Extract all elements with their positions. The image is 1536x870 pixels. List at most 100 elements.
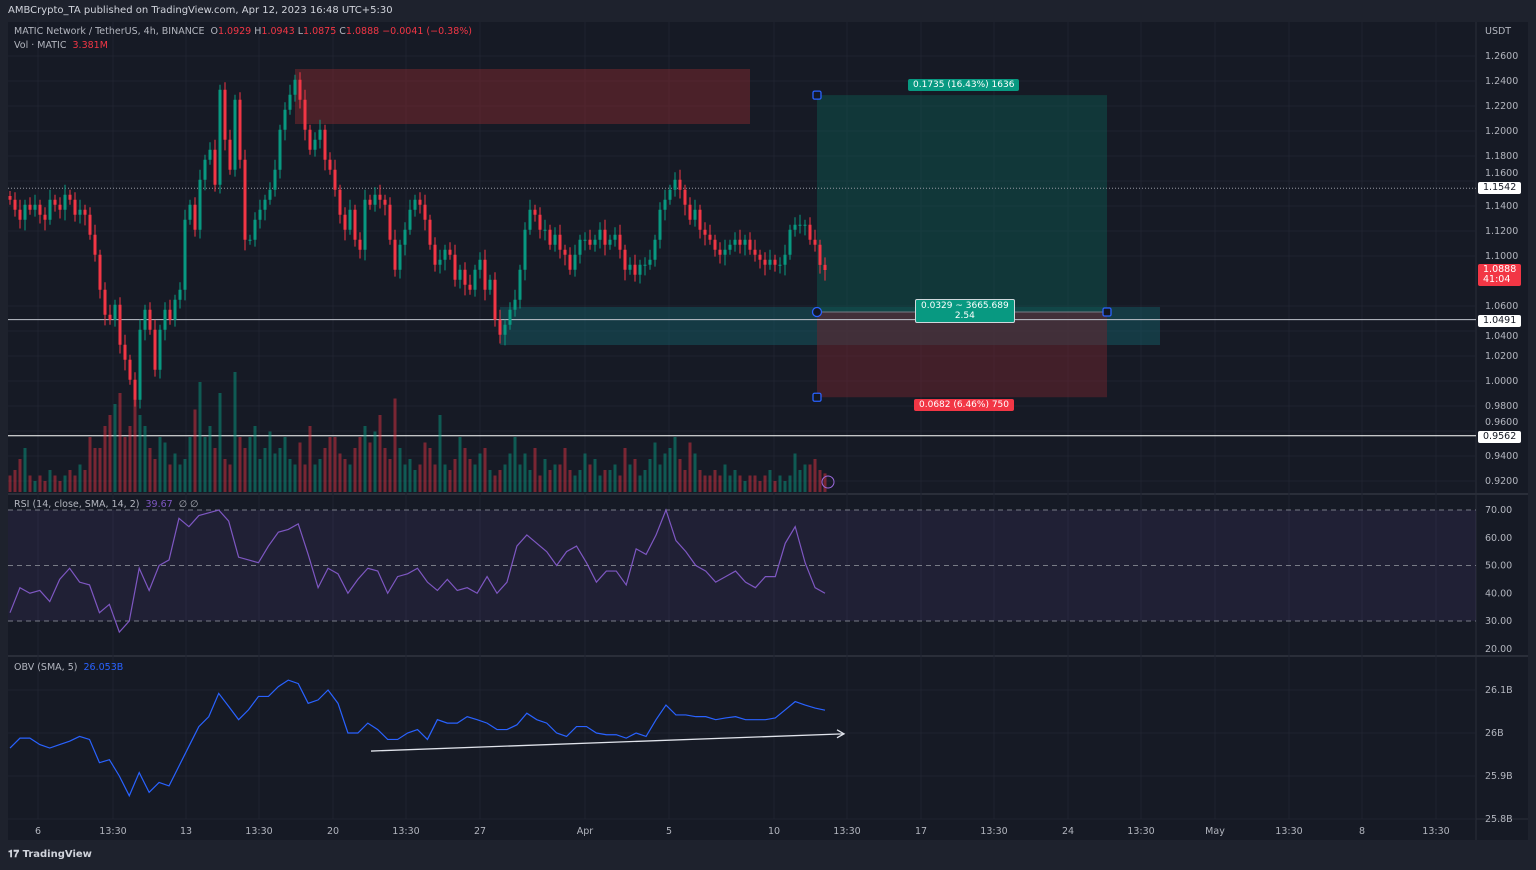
volume-bar <box>808 464 812 492</box>
candle <box>648 249 652 270</box>
candle <box>328 152 332 175</box>
candle <box>143 304 147 341</box>
volume-bar <box>568 470 572 492</box>
chart-canvas[interactable]: 1.2600 1.2400 1.2200 1.2000 1.1800 1.1600 1.14… <box>8 22 1528 840</box>
volume-bar <box>308 426 312 492</box>
candle-body <box>393 239 397 270</box>
candle-body <box>103 289 107 315</box>
candle-body <box>693 209 697 220</box>
candle <box>183 209 187 301</box>
price-tick-label: 1.0000 <box>1485 376 1518 387</box>
candle-body <box>378 194 382 200</box>
volume-bar <box>288 459 292 492</box>
volume-bar <box>343 459 347 492</box>
candle <box>593 234 597 252</box>
candle-body <box>43 214 47 220</box>
change-value: −0.0041 (−0.38%) <box>382 26 472 37</box>
time-tick-label: 20 <box>327 826 339 837</box>
volume-bar <box>778 475 782 492</box>
volume-bar <box>583 453 587 492</box>
candle-body <box>78 209 82 215</box>
position-handle[interactable] <box>1102 307 1112 317</box>
candle <box>28 197 32 215</box>
candle-body <box>603 229 607 245</box>
candle <box>778 257 782 274</box>
low-label: L <box>297 26 303 37</box>
candle <box>508 302 512 330</box>
chart-area[interactable]: 1.2600 1.2400 1.2200 1.2000 1.1800 1.1600 1.14… <box>8 22 1528 840</box>
price-tick-label: 0.9400 <box>1485 451 1518 462</box>
publish-info: AMBCrypto_TA published on TradingView.co… <box>8 5 393 16</box>
candle <box>13 192 17 217</box>
position-handle[interactable] <box>812 90 822 100</box>
candle-body <box>493 279 497 320</box>
candle <box>243 149 247 251</box>
risk-reward-label[interactable]: 0.0329 ~ 3665.689 2.54 <box>915 299 1015 323</box>
candle-body <box>583 239 587 241</box>
stop-label[interactable]: 0.0682 (6.46%) 750 <box>914 399 1015 411</box>
volume-bar <box>673 437 677 492</box>
symbol-name[interactable]: MATIC Network / TetherUS, 4h, BINANCE <box>14 26 205 37</box>
candle-body <box>638 264 642 275</box>
candle <box>208 142 212 165</box>
candle-body <box>338 189 342 215</box>
candle <box>68 189 72 205</box>
candle-body <box>23 204 27 220</box>
candle <box>238 92 242 169</box>
target-label[interactable]: 0.1735 (16.43%) 1636 <box>908 79 1020 91</box>
candle <box>688 197 692 225</box>
candle <box>478 252 482 279</box>
volume-bar <box>218 393 222 492</box>
candle <box>618 224 622 259</box>
position-handle[interactable] <box>811 306 823 318</box>
candle <box>588 229 592 250</box>
obv-label[interactable]: OBV (SMA, 5) <box>14 662 78 673</box>
time-tick-label: 13:30 <box>392 826 419 837</box>
volume-bar <box>638 475 642 492</box>
candle <box>513 289 517 317</box>
volume-bar <box>363 426 367 492</box>
price-tick-label: 1.2400 <box>1485 76 1518 87</box>
candle-body <box>58 204 62 210</box>
rsi-label[interactable]: RSI (14, close, SMA, 14, 2) <box>14 499 140 510</box>
time-tick-label: 10 <box>768 826 780 837</box>
candle <box>318 119 322 149</box>
price-tick-label: 1.2600 <box>1485 51 1518 62</box>
candle-body <box>183 219 187 290</box>
candle-body <box>8 196 12 200</box>
candle <box>523 222 527 281</box>
candle <box>808 217 812 245</box>
candle <box>303 89 307 141</box>
candle <box>528 199 532 235</box>
volume-bar <box>608 470 612 492</box>
candle-body <box>623 249 627 270</box>
candle <box>803 219 807 236</box>
candle-body <box>18 209 22 220</box>
candle-body <box>803 224 807 226</box>
candle-body <box>483 259 487 290</box>
price-tick-label: 0.9200 <box>1485 476 1518 487</box>
volume-bar <box>473 464 477 492</box>
candle <box>668 184 672 205</box>
candle-body <box>793 224 797 230</box>
candle <box>198 169 202 239</box>
candle <box>108 304 112 325</box>
publish-header: AMBCrypto_TA published on TradingView.co… <box>0 0 1536 22</box>
tradingview-logo[interactable]: 𝟏𝟕 TradingView <box>8 849 92 860</box>
volume-bar <box>538 475 542 492</box>
volume-bar <box>173 453 177 492</box>
volume-bar <box>593 459 597 492</box>
candle <box>73 192 77 222</box>
volume-label[interactable]: Vol · MATIC <box>14 40 67 51</box>
position-handle[interactable] <box>812 392 822 402</box>
candle-body <box>563 249 567 255</box>
candle <box>193 197 197 237</box>
candle <box>348 199 352 235</box>
candle-body <box>618 234 622 250</box>
supply-zone <box>295 69 750 124</box>
candle <box>613 227 617 247</box>
candle-body <box>273 169 277 190</box>
candle <box>223 82 227 151</box>
price-tick-label: 1.1600 <box>1485 168 1518 179</box>
rsi-tick-label: 50.00 <box>1485 561 1512 572</box>
